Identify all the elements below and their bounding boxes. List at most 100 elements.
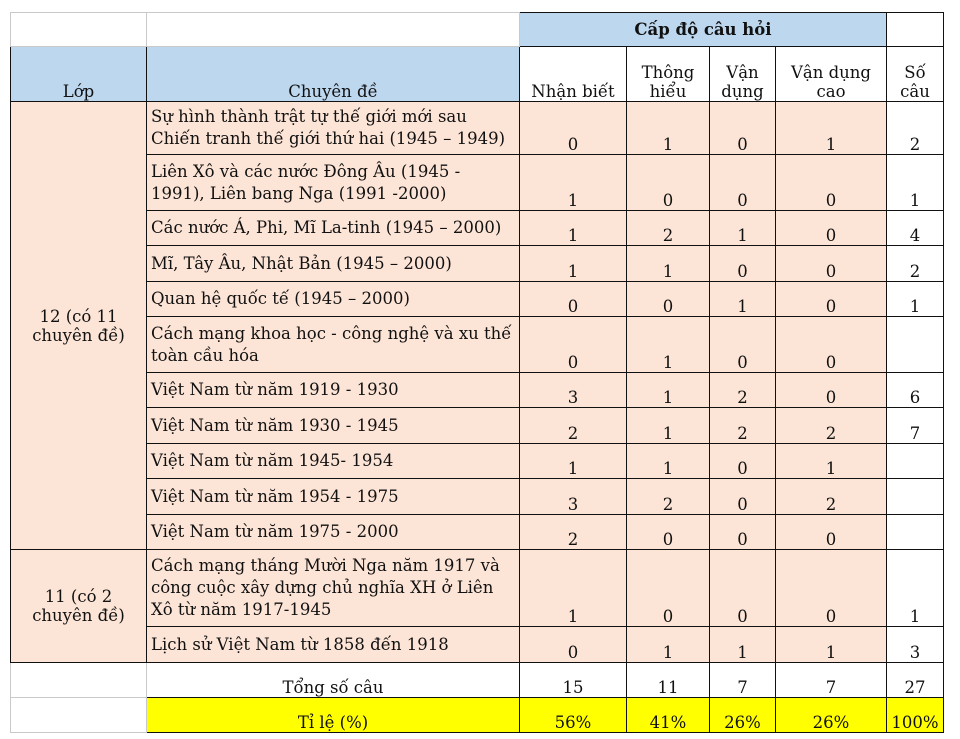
totals-label: Tổng số câu: [146, 662, 520, 698]
topic-cell: Việt Nam từ năm 1930 - 1945: [146, 407, 520, 444]
van-dung-cell: 0: [709, 101, 776, 155]
header-van-dung-cao: Vận dụng cao: [775, 46, 887, 102]
nhan-biet-cell: 0: [519, 316, 627, 373]
header-lop: Lớp: [10, 46, 147, 102]
van-dung-cao-cell: 0: [775, 514, 887, 550]
van-dung-cao-cell: 1: [775, 626, 887, 663]
nhan-biet-cell: 0: [519, 281, 627, 317]
van-dung-cao-cell: 0: [775, 154, 887, 211]
van-dung-cell: 1: [709, 626, 776, 663]
blank-cell: [10, 662, 147, 698]
topic-cell: Cách mạng tháng Mười Nga năm 1917 và côn…: [146, 549, 520, 627]
so-cau-cell: 7: [886, 407, 944, 444]
nhan-biet-cell: 0: [519, 626, 627, 663]
table-row: Việt Nam từ năm 1954 - 1975 3 2 0 2: [11, 478, 944, 515]
van-dung-cell: 2: [709, 407, 776, 444]
question-level-title: Cấp độ câu hỏi: [519, 12, 887, 47]
van-dung-cao-cell: 0: [775, 316, 887, 373]
question-matrix-table: Cấp độ câu hỏi Lớp Chuyên đề Nhận biết T…: [10, 12, 944, 733]
topic-cell: Cách mạng khoa học - công nghệ và xu thế…: [146, 316, 520, 373]
so-cau-cell: 2: [886, 101, 944, 155]
table-row: 11 (có 2 chuyên đề) Cách mạng tháng Mười…: [10, 549, 944, 663]
van-dung-cao-cell: 0: [775, 281, 887, 317]
nhan-biet-cell: 0: [519, 101, 627, 155]
nhan-biet-cell: 2: [519, 514, 627, 550]
table-row: 12 (có 11 chuyên đề) Sự hình thành trật …: [10, 101, 944, 550]
nhan-biet-cell: 3: [519, 478, 627, 515]
nhan-biet-cell: 1: [519, 549, 627, 627]
table-row: Cách mạng khoa học - công nghệ và xu thế…: [11, 316, 944, 373]
blank-cell: [146, 12, 520, 47]
topic-cell: Việt Nam từ năm 1975 - 2000: [146, 514, 520, 550]
van-dung-cao-cell: 0: [775, 210, 887, 246]
nhan-biet-cell: 1: [519, 210, 627, 246]
topic-cell: Các nước Á, Phi, Mĩ La-tinh (1945 – 2000…: [146, 210, 520, 246]
thong-hieu-cell: 1: [626, 245, 710, 282]
topic-cell: Việt Nam từ năm 1945- 1954: [146, 443, 520, 479]
ratio-van-dung: 26%: [709, 697, 776, 733]
total-van-dung-cao: 7: [775, 662, 887, 698]
total-so-cau: 27: [886, 662, 944, 698]
nhan-biet-cell: 1: [519, 245, 627, 282]
ratio-label: Tỉ lệ (%): [146, 697, 520, 733]
table-row: Việt Nam từ năm 1930 - 1945 2 1 2 2 7: [11, 407, 944, 444]
table-row: Các nước Á, Phi, Mĩ La-tinh (1945 – 2000…: [11, 210, 944, 246]
thong-hieu-cell: 0: [626, 154, 710, 211]
van-dung-cell: 0: [709, 245, 776, 282]
thong-hieu-cell: 1: [626, 407, 710, 444]
thong-hieu-cell: 2: [626, 210, 710, 246]
so-cau-cell: 1: [886, 549, 944, 627]
van-dung-cell: 2: [709, 372, 776, 408]
thong-hieu-cell: 2: [626, 478, 710, 515]
table-row: Mĩ, Tây Âu, Nhật Bản (1945 – 2000) 1 1 0…: [11, 245, 944, 282]
so-cau-cell: 1: [886, 154, 944, 211]
table-row: Việt Nam từ năm 1919 - 1930 3 1 2 0 6: [11, 372, 944, 408]
thong-hieu-cell: 1: [626, 372, 710, 408]
nhan-biet-cell: 2: [519, 407, 627, 444]
thong-hieu-cell: 1: [626, 316, 710, 373]
so-cau-cell: 4: [886, 210, 944, 246]
van-dung-cao-cell: 0: [775, 372, 887, 408]
so-cau-cell: 6: [886, 372, 944, 408]
nhan-biet-cell: 1: [519, 443, 627, 479]
blank-cell: [886, 12, 944, 47]
ratio-nhan-biet: 56%: [519, 697, 627, 733]
topic-cell: Việt Nam từ năm 1954 - 1975: [146, 478, 520, 515]
van-dung-cell: 1: [709, 210, 776, 246]
van-dung-cao-cell: 2: [775, 478, 887, 515]
nhan-biet-cell: 3: [519, 372, 627, 408]
header-nhan-biet: Nhận biết: [519, 46, 627, 102]
totals-row: Tổng số câu 15 11 7 7 27: [10, 662, 944, 698]
total-nhan-biet: 15: [519, 662, 627, 698]
so-cau-cell: [886, 443, 944, 479]
thong-hieu-cell: 0: [626, 549, 710, 627]
header-thong-hieu: Thông hiểu: [626, 46, 710, 102]
table-row: Liên Xô và các nước Đông Âu (1945 - 1991…: [11, 154, 944, 211]
van-dung-cell: 0: [709, 316, 776, 373]
so-cau-cell: [886, 478, 944, 515]
ratio-row: Tỉ lệ (%) 56% 41% 26% 26% 100%: [10, 697, 944, 733]
header-so-cau: Số câu: [886, 46, 944, 102]
van-dung-cell: 0: [709, 443, 776, 479]
ratio-so-cau: 100%: [886, 697, 944, 733]
thong-hieu-cell: 1: [626, 626, 710, 663]
so-cau-cell: [886, 514, 944, 550]
header-chuyen-de: Chuyên đề: [146, 46, 520, 102]
ratio-van-dung-cao: 26%: [775, 697, 887, 733]
topic-cell: Liên Xô và các nước Đông Âu (1945 - 1991…: [146, 154, 520, 211]
grade-11-label: 11 (có 2 chuyên đề): [10, 549, 147, 663]
van-dung-cao-cell: 1: [775, 443, 887, 479]
nhan-biet-cell: 1: [519, 154, 627, 211]
so-cau-cell: [886, 316, 944, 373]
topic-cell: Quan hệ quốc tế (1945 – 2000): [146, 281, 520, 317]
so-cau-cell: 3: [886, 626, 944, 663]
table-row: Lịch sử Việt Nam từ 1858 đến 1918 0 1 1 …: [11, 626, 944, 663]
thong-hieu-cell: 1: [626, 101, 710, 155]
topic-cell: Lịch sử Việt Nam từ 1858 đến 1918: [146, 626, 520, 663]
so-cau-cell: 2: [886, 245, 944, 282]
van-dung-cell: 0: [709, 549, 776, 627]
grade-12-label: 12 (có 11 chuyên đề): [10, 101, 147, 550]
table-row: Quan hệ quốc tế (1945 – 2000) 0 0 1 0 1: [11, 281, 944, 317]
blank-cell: [10, 697, 147, 733]
van-dung-cao-cell: 0: [775, 549, 887, 627]
